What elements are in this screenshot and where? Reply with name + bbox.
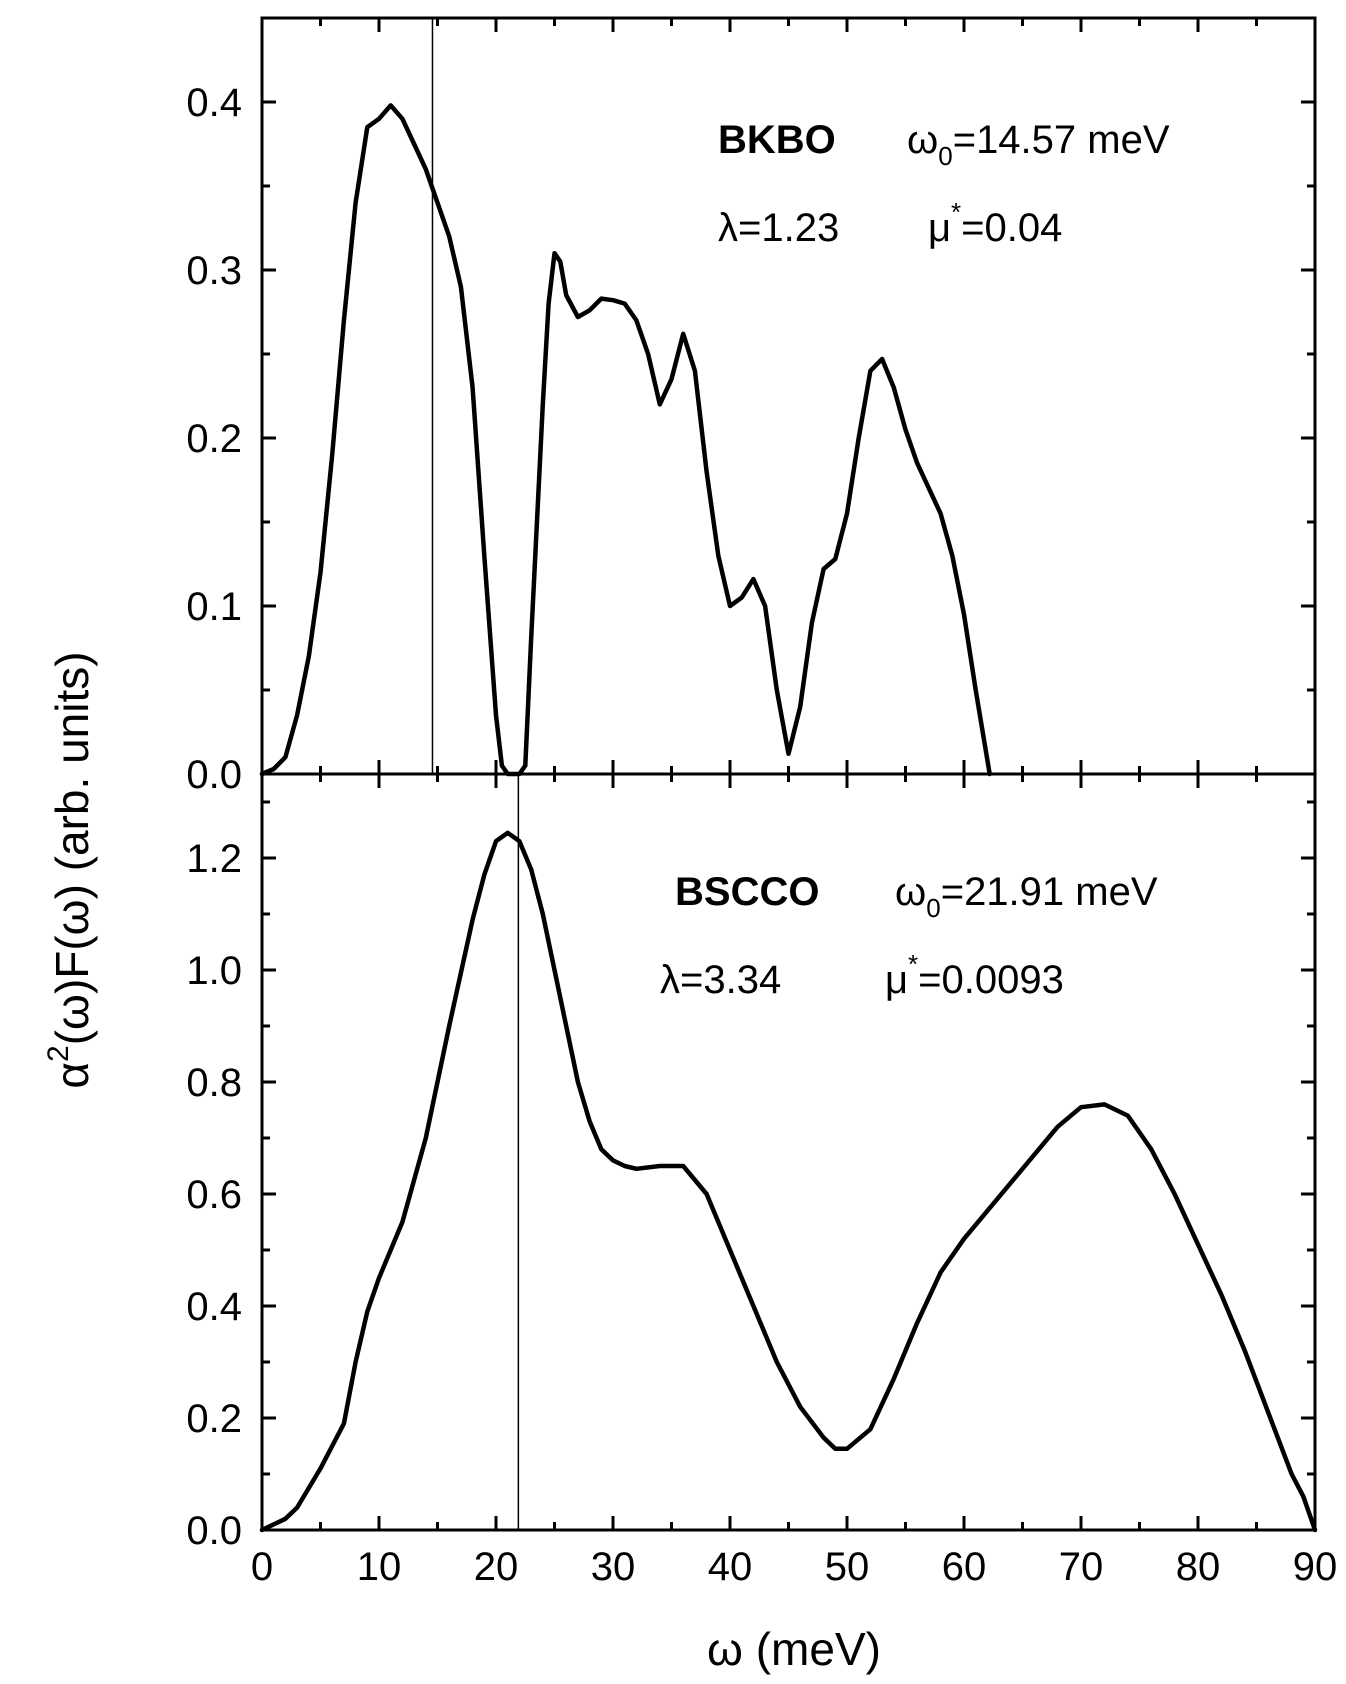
bottom-mu-symbol: μ bbox=[885, 958, 908, 1002]
x-tick-label: 70 bbox=[1059, 1545, 1104, 1589]
bottom-mu-label: μ*=0.0093 bbox=[885, 949, 1064, 1002]
top-ytick-label: 0.4 bbox=[186, 81, 242, 125]
bottom-lambda-label: λ=3.34 bbox=[660, 958, 781, 1002]
x-tick-label: 90 bbox=[1293, 1545, 1338, 1589]
top-spectral-curve bbox=[259, 103, 992, 777]
bottom-ytick-label: 0.0 bbox=[186, 1509, 242, 1553]
bottom-omega0-label: ω0=21.91 meV bbox=[895, 870, 1158, 923]
bottom-ytick-label: 0.2 bbox=[186, 1397, 242, 1441]
x-tick-label: 50 bbox=[825, 1545, 870, 1589]
x-tick-label: 10 bbox=[357, 1545, 402, 1589]
bottom-mu-superscript: * bbox=[908, 949, 918, 979]
bottom-ytick-label: 0.8 bbox=[186, 1061, 242, 1105]
bottom-omega0-value: =21.91 meV bbox=[941, 870, 1158, 914]
top-material-label: BKBO bbox=[718, 118, 836, 162]
top-mu-symbol: μ bbox=[928, 206, 951, 250]
x-tick-label: 30 bbox=[591, 1545, 636, 1589]
top-lambda-label: λ=1.23 bbox=[718, 206, 839, 250]
bottom-spectral-curve bbox=[259, 830, 1318, 1533]
bottom-omega0-symbol: ω bbox=[895, 870, 926, 914]
top-omega0-label: ω0=14.57 meV bbox=[907, 118, 1170, 171]
x-tick-label: 0 bbox=[251, 1545, 273, 1589]
bottom-mu-value: =0.0093 bbox=[918, 958, 1064, 1002]
bottom-ytick-label: 0.4 bbox=[186, 1285, 242, 1329]
bottom-ytick-label: 1.0 bbox=[186, 949, 242, 993]
top-ytick-label: 0.0 bbox=[186, 753, 242, 797]
plot-layer: 0.0 0.1 0.2 0.3 0.4 0.0 0.2 0.4 0.6 0.8 1.0 1.2 0 10 2… bbox=[186, 16, 1338, 1589]
top-annotation: BKBO ω0=14.57 meV λ=1.23 μ*=0.04 bbox=[718, 118, 1170, 250]
bottom-material-label: BSCCO bbox=[675, 870, 819, 914]
bottom-ytick-label: 0.6 bbox=[186, 1173, 242, 1217]
top-mu-label: μ*=0.04 bbox=[928, 197, 1062, 250]
top-omega0-value: =14.57 meV bbox=[953, 118, 1170, 162]
top-ytick-label: 0.3 bbox=[186, 249, 242, 293]
bottom-omega0-subscript: 0 bbox=[926, 893, 940, 923]
top-omega0-subscript: 0 bbox=[938, 141, 952, 171]
top-omega0-symbol: ω bbox=[907, 118, 938, 162]
y-axis-title-alpha: α bbox=[46, 1062, 98, 1089]
x-tick-label: 60 bbox=[942, 1545, 987, 1589]
bottom-annotation: BSCCO ω0=21.91 meV λ=3.34 μ*=0.0093 bbox=[660, 870, 1158, 1002]
x-axis-title: ω (meV) bbox=[707, 1623, 881, 1675]
x-tick-label: 80 bbox=[1176, 1545, 1221, 1589]
x-tick-label: 20 bbox=[474, 1545, 519, 1589]
top-ytick-label: 0.2 bbox=[186, 417, 242, 461]
bottom-ytick-label: 1.2 bbox=[186, 837, 242, 881]
x-tick-label: 40 bbox=[708, 1545, 753, 1589]
y-axis-title-rest: (ω)F(ω) (arb. units) bbox=[46, 651, 98, 1045]
top-ytick-label: 0.1 bbox=[186, 585, 242, 629]
y-axis-title-superscript: 2 bbox=[42, 1045, 75, 1062]
top-mu-value: =0.04 bbox=[961, 206, 1062, 250]
y-axis-title: α2(ω)F(ω) (arb. units) bbox=[42, 651, 98, 1088]
top-mu-superscript: * bbox=[951, 197, 961, 227]
